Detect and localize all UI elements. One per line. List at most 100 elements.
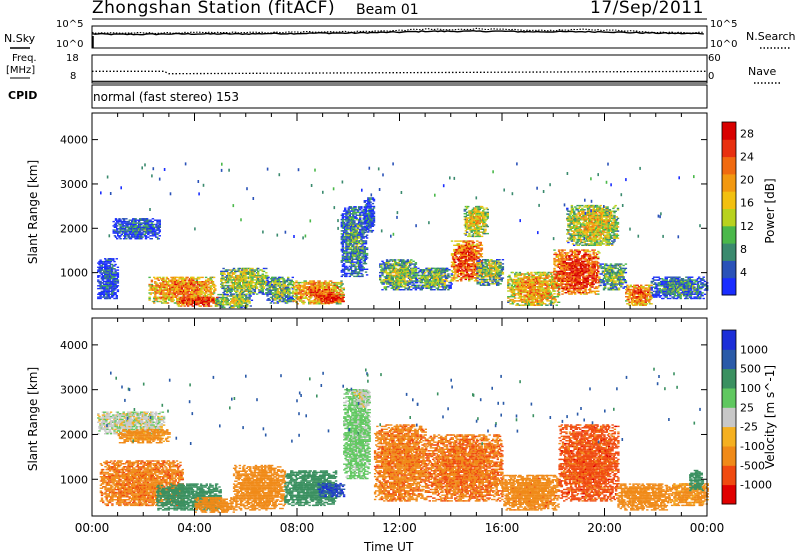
- velocity-xtick-label-2: 08:00: [280, 521, 315, 535]
- noise-series-1: [91, 27, 704, 35]
- velocity-ylabel: Slant Range [km]: [26, 364, 40, 474]
- velocity-ytick-label-2: 3000: [60, 384, 88, 397]
- power-cluster-15: [463, 205, 489, 238]
- velocity-colorbar-swatch-1: [722, 465, 736, 486]
- velocity-colorbar-swatch-0: [722, 484, 736, 505]
- freq-panel-frame: [91, 54, 708, 84]
- velocity-cluster-12: [502, 474, 560, 511]
- power-colorbar-tick-2: 20: [740, 174, 754, 187]
- power-cluster-10: [97, 258, 120, 300]
- velocity-cluster-7: [317, 482, 346, 498]
- nave-tick-top: 60: [708, 53, 721, 64]
- velocity-cluster-5: [232, 464, 287, 511]
- power-cluster-8: [363, 197, 376, 233]
- power-colorbar-swatch-9: [722, 122, 736, 140]
- power-cluster-14: [476, 259, 505, 286]
- date-label: 17/Sep/2011: [590, 0, 704, 18]
- velocity-cluster-1: [117, 429, 171, 444]
- power-cluster-1: [176, 296, 220, 307]
- velocity-colorbar-tick-4: -25: [740, 421, 758, 434]
- power-cluster-4: [266, 276, 294, 304]
- power-cluster-6: [312, 293, 345, 304]
- velocity-colorbar-tick-1: 500: [740, 363, 761, 376]
- power-ytick-label-1: 2000: [60, 222, 88, 235]
- noise-series-0: [91, 29, 704, 36]
- power-cluster-3: [220, 267, 269, 295]
- power-colorbar-label: Power [dB]: [763, 171, 777, 251]
- velocity-cluster-14: [617, 483, 671, 511]
- nsky-label: N.Sky: [4, 32, 35, 45]
- power-colorbar-swatch-1: [722, 260, 736, 279]
- nsearch-tick-top: 10^5: [710, 19, 737, 30]
- nave-tick-bottom: 0: [708, 71, 714, 82]
- freq-tick-bottom: 8: [70, 71, 76, 82]
- velocity-xtick-label-6: 00:00: [690, 521, 725, 535]
- freq-tick-top: 18: [66, 53, 79, 64]
- velocity-xtick-label-5: 20:00: [587, 521, 622, 535]
- nsky-tick-top: 10^5: [56, 19, 83, 30]
- cpid-panel-frame: [91, 84, 708, 109]
- nsky-tick-bottom: 10^0: [56, 39, 83, 50]
- power-cluster-7: [340, 206, 369, 278]
- velocity-colorbar-tick-7: -1000: [740, 479, 772, 492]
- velocity-cluster-13: [558, 424, 620, 502]
- velocity-colorbar-label: Velocity [m s^-1]: [763, 362, 777, 472]
- cpid-text: normal (fast stereo) 153: [93, 90, 239, 104]
- power-cluster-11: [379, 259, 418, 291]
- freq-label: Freq.: [12, 53, 37, 64]
- nsearch-label: N.Search: [746, 30, 796, 43]
- velocity-xtick-label-0: 00:00: [75, 521, 110, 535]
- velocity-colorbar-swatch-6: [722, 368, 736, 389]
- power-colorbar-tick-4: 12: [740, 220, 754, 233]
- noise-panel-frame: [91, 25, 708, 49]
- power-colorbar-tick-6: 4: [740, 266, 747, 279]
- power-cluster-13: [450, 240, 484, 282]
- power-cluster-2: [215, 293, 254, 309]
- power-ylabel: Slant Range [km]: [26, 157, 40, 267]
- power-ytick-label-3: 4000: [60, 134, 88, 147]
- power-cluster-19: [599, 263, 628, 291]
- velocity-colorbar-tick-5: -100: [740, 440, 765, 453]
- velocity-scatter-points: [106, 367, 701, 446]
- power-colorbar-swatch-5: [722, 191, 736, 209]
- velocity-xtick-label-3: 12:00: [382, 521, 417, 535]
- velocity-colorbar-swatch-5: [722, 388, 736, 408]
- velocity-cluster-3: [156, 483, 222, 511]
- nsearch-tick-bottom: 10^0: [710, 39, 737, 50]
- velocity-xtick-label-4: 16:00: [485, 521, 520, 535]
- power-colorbar-swatch-2: [722, 243, 736, 261]
- power-colorbar-tick-3: 16: [740, 197, 754, 210]
- power-cluster-16: [507, 271, 561, 306]
- power-colorbar-tick-0: 28: [740, 128, 754, 141]
- nave-series: [92, 70, 708, 75]
- power-cluster-12: [414, 267, 453, 291]
- velocity-colorbar-swatch-8: [722, 330, 736, 350]
- velocity-cluster-9: [353, 389, 371, 408]
- velocity-cluster-15: [668, 483, 709, 507]
- velocity-cluster-11: [425, 434, 504, 502]
- velocity-xtick-label-1: 04:00: [177, 521, 212, 535]
- velocity-ytick-label-3: 4000: [60, 339, 88, 352]
- velocity-cluster-10: [373, 424, 427, 502]
- velocity-cluster-16: [689, 469, 705, 492]
- power-ytick-label-0: 1000: [60, 267, 88, 280]
- power-ytick-label-2: 3000: [60, 178, 88, 191]
- freq-units: [MHz]: [6, 65, 35, 76]
- power-colorbar-swatch-6: [722, 173, 736, 192]
- power-scatter-points: [100, 162, 701, 241]
- velocity-ytick-label-0: 1000: [60, 473, 88, 486]
- power-colorbar-frame: [721, 121, 737, 296]
- velocity-colorbar-swatch-4: [722, 407, 736, 428]
- power-colorbar-tick-5: 8: [740, 243, 747, 256]
- velocity-colorbar-tick-3: 25: [740, 401, 754, 414]
- power-cluster-20: [625, 284, 653, 306]
- beam-label: Beam 01: [356, 2, 419, 18]
- x-axis-label: Time UT: [364, 540, 413, 554]
- velocity-colorbar-frame: [721, 329, 737, 505]
- velocity-colorbar-swatch-7: [722, 349, 736, 370]
- page-title: Zhongshan Station (fitACF): [92, 0, 335, 18]
- velocity-colorbar-swatch-2: [722, 446, 736, 466]
- power-colorbar-swatch-3: [722, 225, 736, 244]
- power-colorbar-swatch-0: [722, 277, 736, 296]
